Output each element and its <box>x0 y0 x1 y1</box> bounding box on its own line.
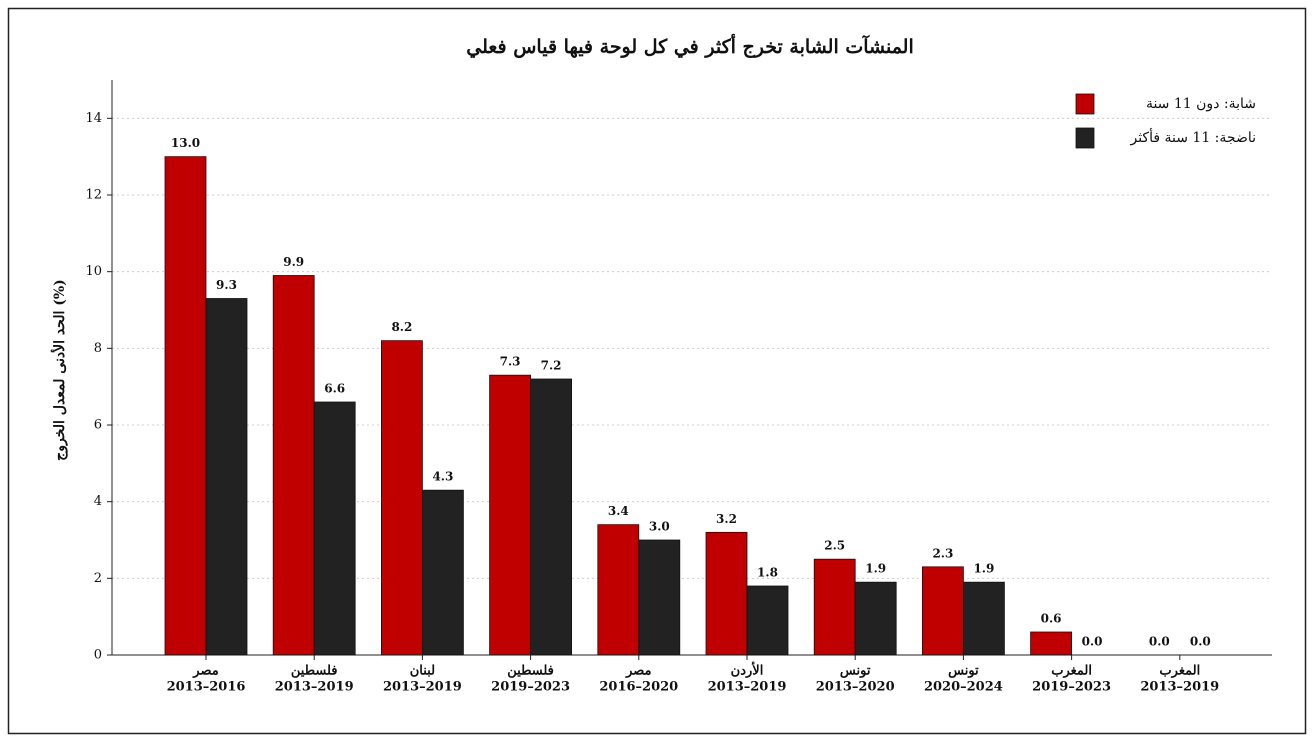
bar <box>746 585 789 656</box>
y-tick-label: 4 <box>94 494 102 509</box>
x-tick-label: الأردن <box>731 662 764 679</box>
legend-label: ناضجة: 11 سنة فأكثر <box>1129 127 1256 146</box>
bar <box>205 298 248 656</box>
y-tick-label: 10 <box>85 264 102 279</box>
value-label: 9.9 <box>283 255 304 269</box>
x-tick-label: مصر <box>625 664 651 679</box>
value-label: 1.9 <box>865 562 886 576</box>
x-tick-label: 2016–2020 <box>599 680 678 695</box>
value-label: 1.9 <box>973 562 994 576</box>
x-tick-label: 2019–2023 <box>491 680 570 695</box>
y-axis-label: الحد الأدنى لمعدل الخروج (%) <box>50 279 68 461</box>
legend-label: شابة: دون 11 سنة <box>1146 96 1256 112</box>
bar <box>922 566 964 656</box>
y-tick-label: 12 <box>85 188 102 203</box>
bar <box>597 524 640 656</box>
bar <box>489 374 532 656</box>
x-tick-label: 2013–2019 <box>383 680 462 695</box>
value-label: 7.3 <box>500 355 521 369</box>
x-tick-label: تونس <box>948 664 979 679</box>
bar <box>272 275 315 656</box>
x-tick-label: فلسطين <box>507 664 554 679</box>
x-tick-label: 2013–2019 <box>1140 680 1219 695</box>
x-tick-label: تونس <box>840 664 871 679</box>
value-label: 0.0 <box>1082 635 1103 649</box>
y-tick-label: 2 <box>94 571 102 586</box>
legend-swatch <box>1075 127 1095 149</box>
value-label: 13.0 <box>171 136 200 150</box>
bar <box>1030 631 1072 656</box>
bar <box>813 558 856 656</box>
x-tick-label: 2013–2019 <box>275 680 354 695</box>
value-label: 3.0 <box>649 520 670 534</box>
bar <box>638 539 681 656</box>
legend-swatch <box>1075 93 1095 115</box>
value-label: 7.2 <box>541 359 562 373</box>
x-tick-label: المغرب <box>1159 664 1200 679</box>
x-tick-label: 2013–2020 <box>816 680 895 695</box>
bar <box>530 378 572 656</box>
value-label: 9.3 <box>216 278 237 292</box>
bar <box>854 581 897 656</box>
bar <box>421 489 464 656</box>
y-tick-label: 0 <box>94 648 102 663</box>
chart-title: المنشآت الشابة تخرج أكثر في كل لوحة فيها… <box>466 33 914 59</box>
value-label: 3.4 <box>608 504 629 518</box>
x-tick-label: 2013–2019 <box>708 680 787 695</box>
value-label: 0.0 <box>1190 635 1211 649</box>
value-label: 6.6 <box>324 382 345 396</box>
bar <box>380 340 423 656</box>
y-tick-label: 8 <box>94 341 102 356</box>
x-tick-label: المغرب <box>1051 664 1092 679</box>
value-label: 3.2 <box>716 512 737 526</box>
y-tick-label: 14 <box>85 111 102 126</box>
value-label: 1.8 <box>757 566 778 580</box>
x-tick-label: 2019–2023 <box>1032 680 1111 695</box>
y-tick-label: 6 <box>94 418 102 433</box>
x-tick-label: فلسطين <box>291 664 338 679</box>
value-label: 4.3 <box>432 470 453 484</box>
value-label: 8.2 <box>391 320 412 334</box>
x-tick-label: 2013–2016 <box>167 680 246 695</box>
x-tick-label: 2020–2024 <box>924 680 1003 695</box>
value-label: 2.3 <box>932 546 953 560</box>
x-tick-label: لبنان <box>410 664 435 679</box>
bar <box>313 401 356 656</box>
bar <box>164 156 207 656</box>
bar <box>963 581 1005 656</box>
x-tick-label: مصر <box>192 664 218 679</box>
value-label: 0.0 <box>1149 635 1170 649</box>
frame <box>7 7 1307 735</box>
bar <box>705 531 748 656</box>
value-label: 0.6 <box>1041 612 1062 626</box>
value-label: 2.5 <box>824 539 845 553</box>
